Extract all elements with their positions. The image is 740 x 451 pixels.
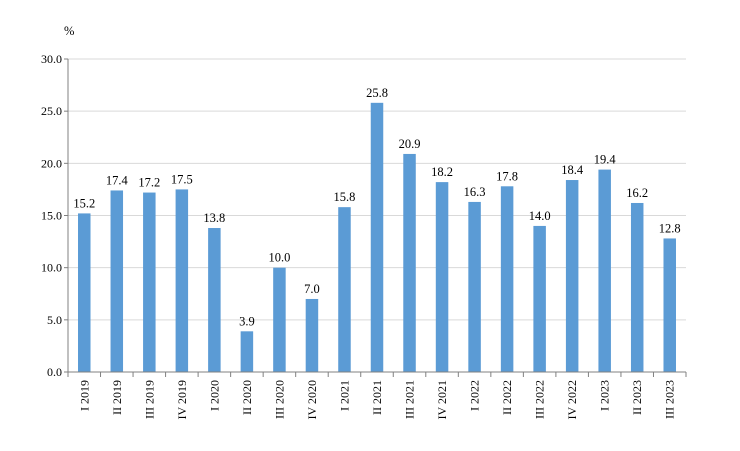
bar-iv-2022	[565, 180, 579, 372]
x-axis-category-labels: I 2019 II 2019 III 2019 IV 2019 I 2020 II 202…	[77, 380, 676, 419]
y-tick-label: 30.0	[41, 52, 62, 66]
data-label: 20.9	[399, 137, 421, 151]
bar-i-2019	[78, 213, 91, 372]
x-category-label: III 2020	[272, 380, 286, 419]
bar-iii-2023	[663, 238, 676, 372]
data-label: 18.2	[431, 165, 453, 179]
bar-iv-2021	[435, 182, 449, 372]
bar-ii-2021	[370, 102, 384, 372]
bar-i-2021	[338, 207, 351, 372]
x-category-label: III 2023	[663, 380, 677, 419]
data-label: 16.3	[464, 185, 486, 199]
x-category-label: IV 2022	[565, 380, 579, 419]
x-category-label: II 2022	[500, 380, 514, 415]
x-category-label: III 2019	[142, 380, 156, 419]
x-category-label: III 2021	[403, 380, 417, 419]
bar-iii-2020	[273, 267, 286, 372]
bar-iii-2021	[403, 153, 416, 372]
data-label: 15.2	[73, 196, 95, 210]
data-label: 19.4	[594, 153, 617, 167]
bar-iii-2019	[143, 192, 156, 372]
data-labels: 15.2 17.4 17.2 17.5 13.8 3.9 10.0 7.0 15.8 25.8 20…	[73, 86, 680, 328]
data-label: 17.8	[496, 169, 518, 183]
x-category-label: II 2021	[370, 380, 384, 415]
y-axis-ticks: 0.0 5.0 10.0 15.0 20.0 25.0 30.0	[41, 52, 62, 379]
x-category-label: II 2023	[630, 380, 644, 415]
x-category-label: IV 2019	[175, 380, 189, 419]
data-label: 17.4	[106, 173, 129, 187]
data-label: 10.0	[268, 251, 290, 265]
data-label: 17.2	[138, 176, 160, 190]
bar-ii-2019	[110, 190, 124, 372]
x-category-label: II 2020	[240, 380, 254, 415]
data-label: 7.0	[304, 282, 320, 296]
x-category-label: IV 2020	[305, 380, 319, 419]
x-category-label: II 2019	[110, 380, 124, 415]
y-tick-label: 0.0	[47, 365, 62, 379]
x-category-label: IV 2021	[435, 380, 449, 419]
x-category-label: I 2022	[468, 380, 482, 411]
bar-i-2023	[598, 169, 611, 372]
y-tick-label: 10.0	[41, 261, 62, 275]
y-tick-label: 15.0	[41, 209, 62, 223]
x-category-label: I 2023	[598, 380, 612, 411]
x-category-label: I 2021	[337, 380, 351, 411]
data-label: 14.0	[529, 209, 551, 223]
data-label: 17.5	[171, 172, 193, 186]
bar-i-2022	[468, 201, 481, 372]
y-tick-label: 5.0	[47, 313, 62, 327]
data-label: 18.4	[561, 163, 584, 177]
y-axis-unit-label: %	[64, 24, 74, 38]
bar-i-2020	[208, 228, 221, 372]
data-label: 3.9	[239, 314, 255, 328]
axes	[64, 58, 687, 377]
data-label: 13.8	[203, 211, 225, 225]
data-label: 15.8	[334, 190, 356, 204]
x-category-label: I 2020	[207, 380, 221, 411]
bar-ii-2020	[240, 331, 254, 372]
bar-iv-2020	[305, 298, 319, 372]
bar-iv-2019	[175, 189, 189, 372]
y-tick-label: 25.0	[41, 104, 62, 118]
bar-iii-2022	[533, 225, 546, 372]
bars	[78, 102, 676, 372]
bar-ii-2023	[630, 202, 644, 372]
data-label: 12.8	[659, 221, 681, 235]
x-category-label: III 2022	[533, 380, 547, 419]
data-label: 16.2	[626, 186, 648, 200]
y-tick-label: 20.0	[41, 156, 62, 170]
x-category-label: I 2019	[77, 380, 91, 411]
data-label: 25.8	[366, 86, 388, 100]
bar-ii-2022	[500, 186, 514, 372]
